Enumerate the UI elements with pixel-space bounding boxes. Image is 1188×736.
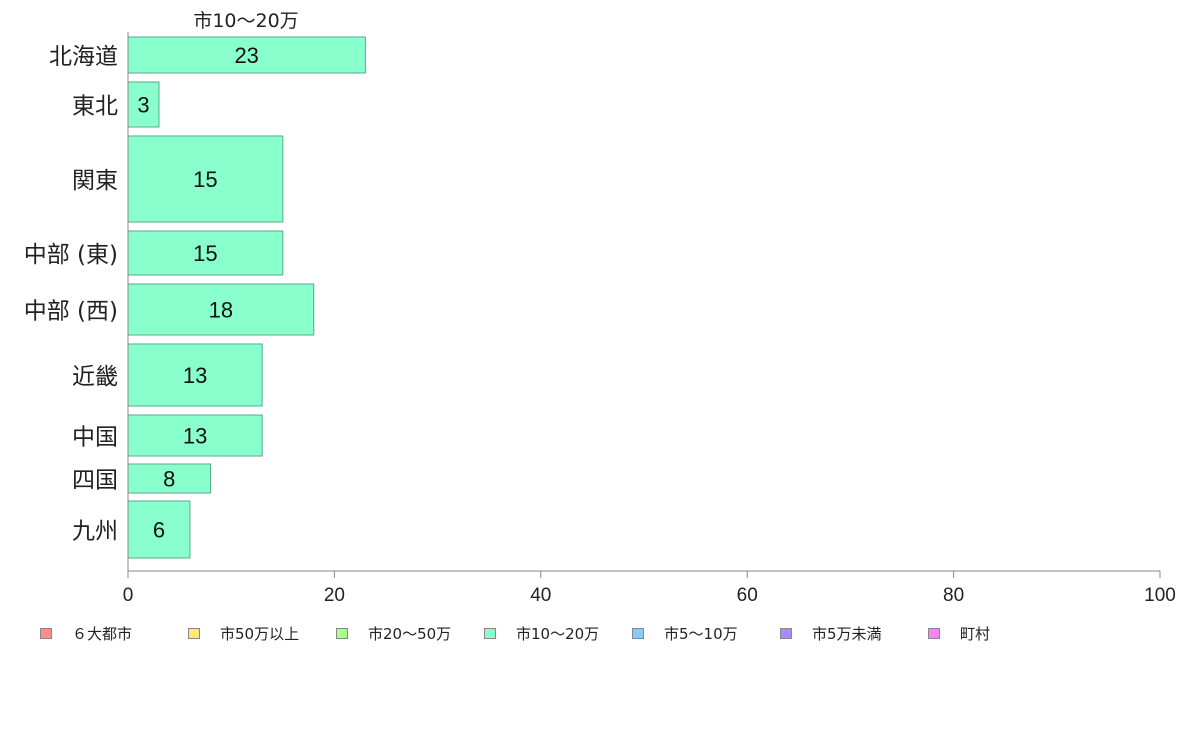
bar-value-label: 13 [183, 363, 207, 388]
category-label: 四国 [72, 468, 118, 494]
category-label: 九州 [72, 519, 118, 545]
bar-value-label: 6 [153, 518, 165, 543]
x-tick-label: 60 [737, 585, 758, 606]
bar [127, 230, 284, 276]
bar-value-label: 18 [209, 298, 233, 323]
bar-value-label: 15 [193, 167, 217, 192]
bar [127, 463, 212, 494]
legend-swatch [40, 628, 52, 639]
series-title: 市10〜20万 [193, 10, 299, 32]
bar-value-label: 23 [234, 43, 258, 68]
bar-value-label: 3 [137, 93, 149, 118]
legend-swatch [928, 628, 940, 639]
bar-value-label: 13 [183, 424, 207, 449]
category-label: 北海道 [49, 44, 118, 70]
legend-swatch [336, 628, 348, 639]
category-label: 関東 [72, 168, 118, 194]
legend-swatch [780, 628, 792, 639]
legend-label: 町村 [960, 625, 991, 643]
x-tick-label: 40 [530, 585, 551, 606]
legend-label: 市20〜50万 [368, 625, 452, 643]
bar [127, 500, 191, 559]
legend-swatch [484, 628, 496, 639]
bar-value-label: 8 [163, 467, 175, 492]
bar [127, 135, 284, 223]
category-label: 近畿 [72, 364, 118, 390]
bar-value-label: 15 [193, 241, 217, 266]
x-tick-label: 100 [1144, 585, 1176, 606]
legend-label: 市10〜20万 [516, 625, 600, 643]
legend-label: 市5万未満 [812, 625, 882, 643]
legend-label: ６大都市 [72, 625, 133, 643]
category-label: 中国 [72, 425, 118, 451]
bar [127, 81, 160, 128]
legend-label: 市50万以上 [220, 625, 300, 643]
category-label: 東北 [72, 94, 118, 120]
x-tick-label: 0 [123, 585, 134, 606]
category-label: 中部 (西) [24, 299, 118, 325]
legend-swatch [632, 628, 644, 639]
category-label: 中部 (東) [24, 242, 118, 268]
x-tick-label: 80 [943, 585, 964, 606]
bar [127, 414, 263, 457]
bar [127, 36, 366, 74]
legend-label: 市5〜10万 [664, 625, 738, 643]
x-tick-label: 20 [324, 585, 345, 606]
bar [127, 343, 263, 407]
legend-swatch [188, 628, 200, 639]
